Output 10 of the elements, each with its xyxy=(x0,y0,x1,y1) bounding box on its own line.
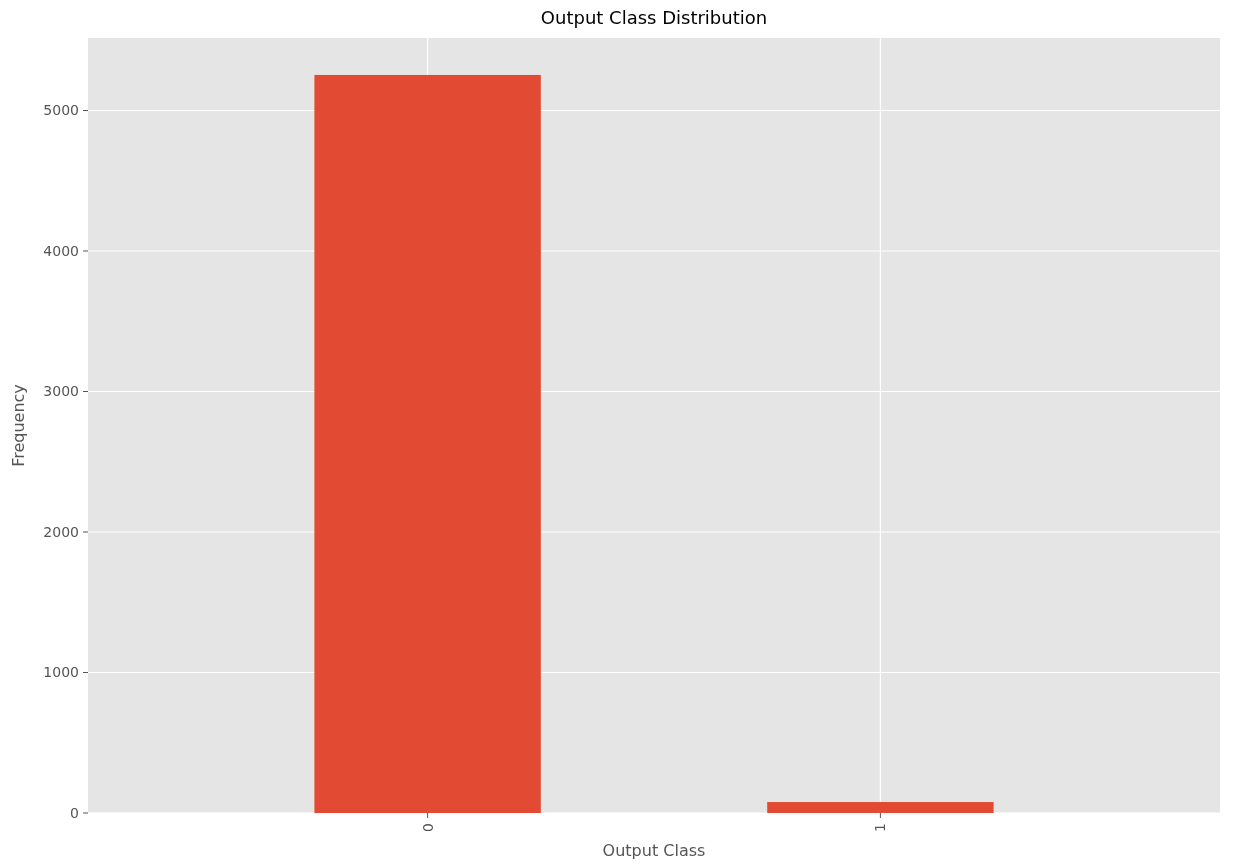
x-tick-label: 1 xyxy=(872,823,889,832)
y-tick-label: 5000 xyxy=(43,102,79,119)
chart-title: Output Class Distribution xyxy=(540,7,768,28)
y-tick-label: 0 xyxy=(70,804,79,821)
y-axis-title: Frequency xyxy=(9,384,28,467)
y-tick-label: 4000 xyxy=(43,242,79,259)
x-axis-title: Output Class xyxy=(602,841,706,860)
y-tick-label: 3000 xyxy=(43,383,79,400)
y-tick-label: 1000 xyxy=(43,664,79,681)
y-tick-label: 2000 xyxy=(43,523,79,540)
